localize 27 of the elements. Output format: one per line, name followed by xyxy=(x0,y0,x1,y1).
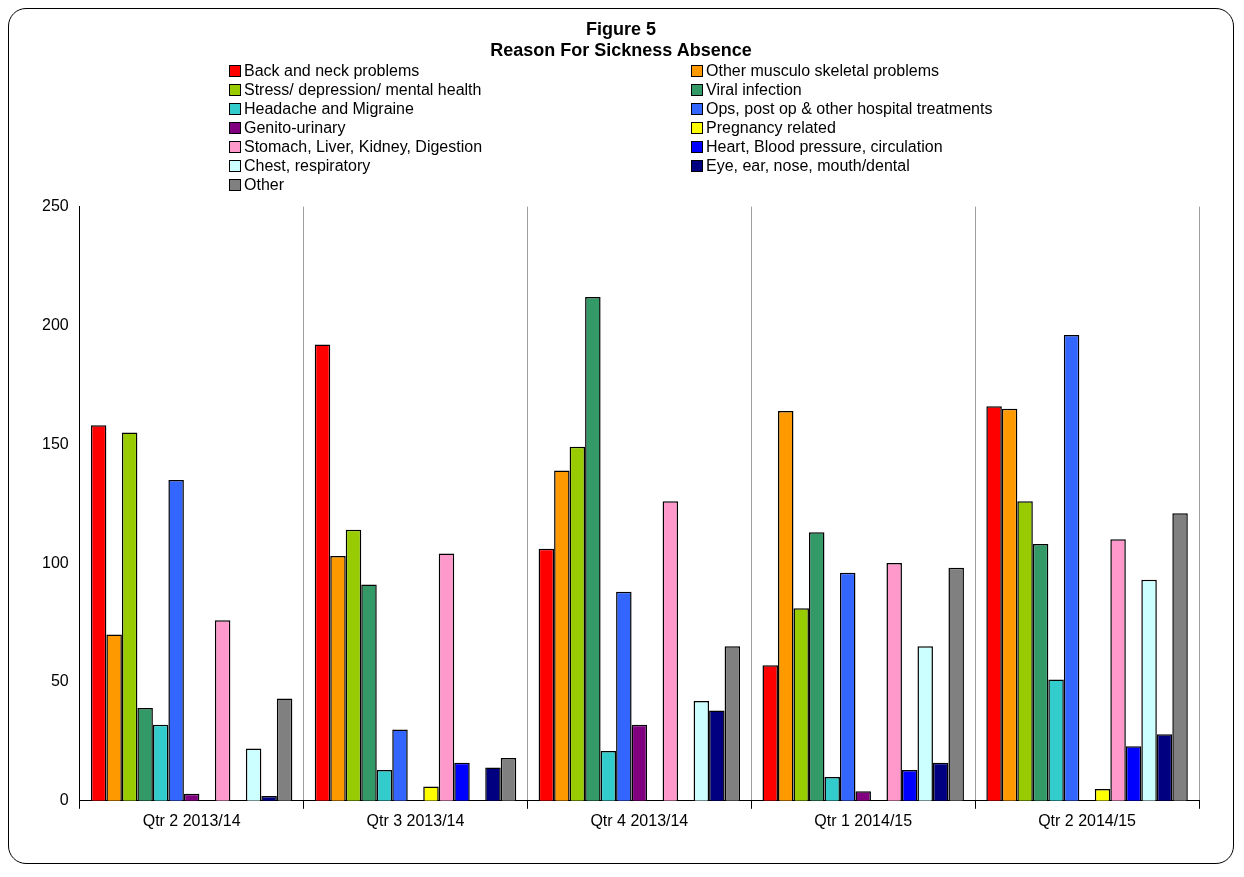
legend-label: Headache and Migraine xyxy=(244,99,414,118)
x-tick-label: Qtr 4 2013/14 xyxy=(590,811,689,829)
legend-label: Back and neck problems xyxy=(244,61,420,80)
legend-label: Genito-urinary xyxy=(244,118,346,137)
legend-label: Viral infection xyxy=(706,80,802,99)
x-tick-label: Qtr 2 2013/14 xyxy=(142,811,241,829)
legend-label: Chest, respiratory xyxy=(244,156,371,175)
legend-label: Ops, post op & other hospital treatments xyxy=(706,99,993,118)
frame: Figure 5 Reason For Sickness Absence Back and neck problems Other musculo skeletal problems Stress/ depression/ mental health Viral infection Headache and Migraine Ops, post op & other hospital treatments Genito-urinary Pregnancy related Stomach, Liver, Kidney, Digestion Heart, Blood pressure, circulation Chest, respiratory Eye, ear, nose, mouth/dental Other Qtr 2 2013/14 Qtr 3 2013/14 Qtr 4 2013/14 Qtr 1 2014/15 Qtr 2 2014/15 0 50 100 150 200 250 xyxy=(8,8,1234,864)
legend-label: Pregnancy related xyxy=(706,118,836,137)
chart-subtitle: Reason For Sickness Absence xyxy=(489,40,753,61)
legend-label: Other musculo skeletal problems xyxy=(706,61,939,80)
y-tick-label: 200 xyxy=(41,315,69,333)
y-tick-label: 50 xyxy=(50,672,69,690)
x-tick-label: Qtr 1 2014/15 xyxy=(814,811,913,829)
legend-label: Stress/ depression/ mental health xyxy=(244,80,482,99)
legend-label: Stomach, Liver, Kidney, Digestion xyxy=(244,137,483,156)
y-tick-label: 150 xyxy=(41,434,69,452)
y-tick-label: 250 xyxy=(41,197,69,215)
chart-title: Figure 5 xyxy=(585,19,657,40)
legend-label: Eye, ear, nose, mouth/dental xyxy=(706,156,910,175)
y-tick-label: 0 xyxy=(59,791,69,809)
x-tick-label: Qtr 3 2013/14 xyxy=(366,811,465,829)
legend-label: Heart, Blood pressure, circulation xyxy=(706,137,943,156)
legend-label: Other xyxy=(244,175,285,194)
x-tick-label: Qtr 2 2014/15 xyxy=(1038,811,1137,829)
y-tick-label: 100 xyxy=(41,553,69,571)
